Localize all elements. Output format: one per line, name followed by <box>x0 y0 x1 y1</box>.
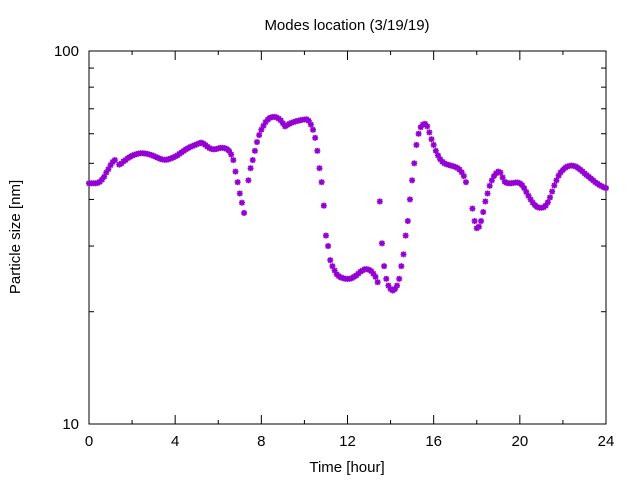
x-tick-label: 24 <box>598 433 615 450</box>
data-point <box>234 179 241 186</box>
data-point <box>432 147 439 154</box>
plot-frame <box>88 50 607 425</box>
data-point <box>394 282 401 289</box>
data-point <box>325 243 332 250</box>
y-axis-label: Particle size [nm] <box>7 180 24 294</box>
data-point <box>426 129 433 136</box>
data-point <box>111 157 118 164</box>
data-point <box>430 141 437 148</box>
data-point <box>307 121 314 128</box>
x-tick-label: 0 <box>85 433 93 450</box>
data-point <box>553 177 560 184</box>
data-point <box>256 132 263 139</box>
data-point <box>544 199 551 206</box>
data-point <box>475 223 482 230</box>
data-point <box>551 182 558 189</box>
chart-title: Modes location (3/19/19) <box>264 17 429 34</box>
data-point <box>415 130 422 137</box>
data-point <box>245 177 252 184</box>
data-point <box>251 147 258 154</box>
x-axis: 0 4 8 12 16 20 24 <box>85 51 615 450</box>
x-axis-label: Time [hour] <box>309 459 384 476</box>
data-point <box>378 240 385 247</box>
data-point <box>230 157 237 164</box>
data-point <box>555 172 562 179</box>
data-point <box>322 232 329 239</box>
data-point <box>247 165 254 172</box>
data-point <box>374 279 381 286</box>
x-tick-label: 16 <box>425 433 442 450</box>
x-tick-label: 12 <box>339 433 356 450</box>
data-point <box>236 190 243 197</box>
data-point <box>400 251 407 258</box>
data-point <box>428 136 435 143</box>
data-point <box>497 169 504 176</box>
data-point <box>381 263 388 270</box>
y-axis: 10 100 <box>54 43 606 433</box>
data-point <box>238 199 245 206</box>
data-point <box>314 147 321 154</box>
data-point <box>402 232 409 239</box>
data-point <box>232 168 239 175</box>
data-point <box>480 209 487 216</box>
data-point <box>460 173 467 180</box>
data-point <box>327 257 334 264</box>
data-point <box>482 198 489 205</box>
data-point <box>478 218 485 225</box>
x-tick-label: 20 <box>511 433 528 450</box>
data-point <box>469 205 476 212</box>
data-point <box>310 126 317 133</box>
data-point <box>404 218 411 225</box>
data-point <box>546 194 553 201</box>
x-tick-label: 8 <box>257 433 265 450</box>
data-point <box>486 182 493 189</box>
data-point <box>320 202 327 209</box>
data-point <box>241 209 248 216</box>
x-tick-label: 4 <box>171 433 179 450</box>
data-point <box>316 165 323 172</box>
data-point <box>424 123 431 130</box>
data-point <box>413 141 420 148</box>
data-point <box>254 139 261 146</box>
data-point <box>471 218 478 225</box>
data-point <box>398 263 405 270</box>
data-point <box>409 177 416 184</box>
data-point <box>603 185 609 192</box>
data-point <box>549 188 556 195</box>
data-point <box>396 275 403 282</box>
data-point <box>383 275 390 282</box>
data-point <box>372 273 379 280</box>
data-point <box>228 151 235 158</box>
data-point <box>411 160 418 167</box>
data-point <box>376 198 383 205</box>
data-point <box>318 179 325 186</box>
data-point <box>312 134 319 141</box>
data-point <box>406 196 413 203</box>
data-point <box>462 179 469 186</box>
data-point <box>249 157 256 164</box>
y-tick-label: 10 <box>62 416 79 433</box>
y-tick-label: 100 <box>54 43 79 60</box>
data-points <box>86 113 609 294</box>
data-point <box>484 190 491 197</box>
